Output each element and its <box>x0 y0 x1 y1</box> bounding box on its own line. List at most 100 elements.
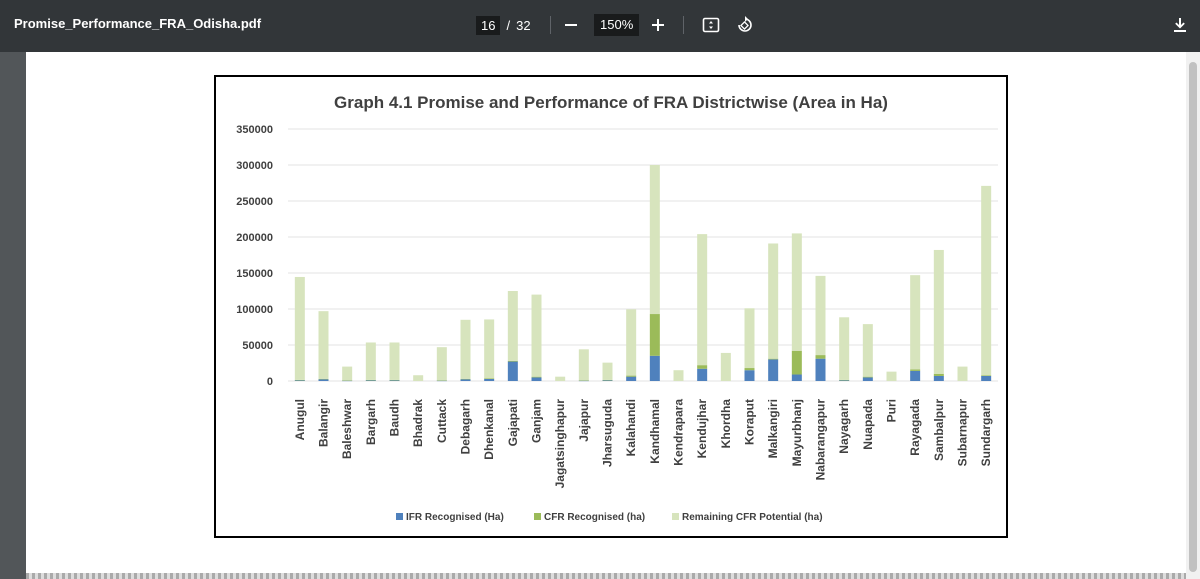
bar-segment-3 <box>791 233 802 351</box>
legend-label: IFR Recognised (Ha) <box>406 512 504 523</box>
bar-segment-3 <box>389 342 400 380</box>
legend-swatch <box>672 513 679 520</box>
bar-segment-2 <box>578 380 589 381</box>
current-page-input[interactable]: 16 <box>476 15 501 35</box>
bar-segment-1 <box>839 380 850 381</box>
bar-segment-3 <box>933 249 944 374</box>
bar-segment-1 <box>744 370 755 381</box>
bar-segment-2 <box>460 378 471 380</box>
bar-segment-2 <box>649 314 660 356</box>
bar-segment-3 <box>910 275 921 370</box>
zoom-out-button[interactable] <box>559 13 583 37</box>
x-tick-label: Balangir <box>317 399 331 447</box>
bar-segment-3 <box>460 319 471 379</box>
bar-segment-1 <box>460 379 471 381</box>
y-tick-label: 200000 <box>236 232 273 244</box>
page-indicator: 16 / 32 <box>476 14 531 36</box>
x-tick-label: Kalahandi <box>624 399 638 456</box>
legend-label: CFR Recognised (ha) <box>544 512 645 523</box>
zoom-level[interactable]: 150% <box>594 14 640 36</box>
bar-segment-1 <box>933 375 944 381</box>
x-tick-label: Jharsuguda <box>601 399 615 467</box>
legend-label: Remaining CFR Potential (ha) <box>682 512 823 523</box>
bar-segment-3 <box>413 375 424 381</box>
bar-segment-1 <box>318 379 329 381</box>
x-tick-label: Malkangiri <box>766 399 780 458</box>
x-tick-label: Baudh <box>388 399 402 436</box>
x-tick-label: Bhadrak <box>411 399 425 447</box>
bar-segment-1 <box>484 378 495 381</box>
bar-segment-3 <box>342 366 353 381</box>
scrollbar-thumb[interactable] <box>1189 62 1197 572</box>
bar-segment-3 <box>626 309 637 376</box>
y-tick-label: 50000 <box>242 340 273 352</box>
bar-segment-3 <box>862 324 873 377</box>
rotate-button[interactable] <box>733 13 757 37</box>
fit-page-button[interactable] <box>699 13 723 37</box>
x-tick-label: Rayagada <box>908 399 922 456</box>
x-tick-label: Debagarh <box>459 399 473 454</box>
total-pages: 32 <box>516 17 531 33</box>
bar-segment-2 <box>294 379 305 381</box>
chart-container: Graph 4.1 Promise and Performance of FRA… <box>214 75 1008 538</box>
bar-segment-1 <box>531 377 542 381</box>
bar-segment-2 <box>697 365 708 369</box>
bar-segment-2 <box>626 375 637 377</box>
bar-segment-1 <box>436 380 447 382</box>
x-tick-label: Subarnapur <box>956 399 970 467</box>
bar-segment-2 <box>602 379 613 381</box>
x-tick-label: Kendujhar <box>695 399 709 459</box>
bar-segment-1 <box>697 368 708 381</box>
download-icon <box>1174 18 1186 32</box>
bar-segment-1 <box>791 374 802 381</box>
bar-segment-3 <box>815 275 826 356</box>
bar-segment-1 <box>294 380 305 381</box>
x-tick-label: Baleshwar <box>340 399 354 459</box>
x-tick-label: Kendrapara <box>672 399 686 466</box>
bar-segment-1 <box>342 380 353 382</box>
bar-segment-3 <box>673 370 684 381</box>
bar-segment-1 <box>815 358 826 381</box>
bar-segment-2 <box>744 368 755 371</box>
bar-segment-3 <box>768 243 779 359</box>
x-tick-label: Dhenkanal <box>482 399 496 460</box>
bar-segment-2 <box>342 380 353 381</box>
bar-segment-3 <box>744 308 755 369</box>
bar-segment-1 <box>768 359 779 381</box>
bar-segment-2 <box>981 375 992 376</box>
fit-page-icon <box>702 17 720 33</box>
x-tick-label: Jajapur <box>577 399 591 442</box>
x-tick-label: Gajapati <box>506 399 520 446</box>
bar-segment-1 <box>649 355 660 381</box>
bar-segment-3 <box>886 371 897 381</box>
vertical-scrollbar[interactable] <box>1186 52 1200 579</box>
bar-segment-2 <box>815 355 826 359</box>
bar-segment-1 <box>981 375 992 381</box>
bar-segment-2 <box>389 379 400 381</box>
bar-segment-2 <box>365 379 376 381</box>
bar-segment-3 <box>436 347 447 381</box>
y-tick-label: 250000 <box>236 196 273 208</box>
bar-segment-1 <box>910 370 921 381</box>
toolbar-divider <box>683 16 684 34</box>
x-tick-label: Ganjam <box>530 399 544 443</box>
bar-segment-3 <box>981 185 992 376</box>
document-title: Promise_Performance_FRA_Odisha.pdf <box>14 16 262 31</box>
x-tick-label: Puri <box>885 399 899 422</box>
bar-segment-3 <box>507 291 518 361</box>
bar-segment-2 <box>507 360 518 362</box>
bar-segment-2 <box>484 378 495 379</box>
x-tick-label: Sambalpur <box>932 399 946 461</box>
zoom-in-button[interactable] <box>646 13 670 37</box>
y-tick-label: 150000 <box>236 268 273 280</box>
bar-segment-2 <box>436 380 447 381</box>
bar-segment-1 <box>602 380 613 381</box>
legend-swatch <box>396 513 403 520</box>
x-tick-label: Cuttack <box>435 399 449 443</box>
bar-segment-3 <box>555 376 566 381</box>
plus-icon <box>652 19 664 31</box>
bar-segment-2 <box>791 350 802 375</box>
bar-segment-3 <box>484 319 495 379</box>
x-tick-label: Khordha <box>719 399 733 449</box>
download-button[interactable] <box>1168 13 1192 37</box>
